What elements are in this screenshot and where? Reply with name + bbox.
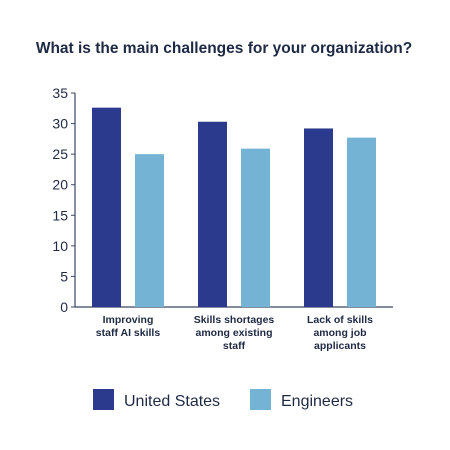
- bar-engineers: [241, 148, 270, 307]
- legend-swatch: [93, 389, 114, 410]
- bars: [92, 107, 376, 307]
- y-tick-label: 15: [52, 207, 68, 223]
- y-axis-ticks: 0 5 10 15 20 25 30 35: [52, 85, 75, 315]
- y-tick-label: 20: [52, 177, 68, 193]
- y-tick-label: 30: [52, 116, 68, 132]
- y-tick-label: 35: [52, 85, 68, 101]
- category-label: staff AI skills: [96, 327, 161, 339]
- chart-title: What is the main challenges for your org…: [36, 40, 412, 57]
- legend: United States Engineers: [93, 389, 353, 410]
- category-label: Improving: [103, 314, 154, 326]
- category-label: Skills shortages: [194, 314, 275, 326]
- y-tick-label: 25: [52, 146, 68, 162]
- legend-swatch: [250, 389, 271, 410]
- category-label: among existing: [195, 327, 272, 339]
- bar-engineers: [135, 154, 164, 307]
- category-label: applicants: [314, 340, 366, 352]
- bar-united-states: [304, 128, 333, 307]
- category-label: staff: [223, 340, 246, 352]
- y-tick-label: 0: [60, 299, 68, 315]
- legend-label: United States: [124, 393, 220, 410]
- y-tick-label: 5: [60, 268, 68, 284]
- legend-label: Engineers: [281, 393, 353, 410]
- category-label: among job: [313, 327, 366, 339]
- category-label: Lack of skills: [307, 314, 373, 326]
- bar-engineers: [347, 137, 376, 307]
- bar-united-states: [92, 107, 121, 307]
- bar-united-states: [198, 121, 227, 307]
- y-tick-label: 10: [52, 238, 68, 254]
